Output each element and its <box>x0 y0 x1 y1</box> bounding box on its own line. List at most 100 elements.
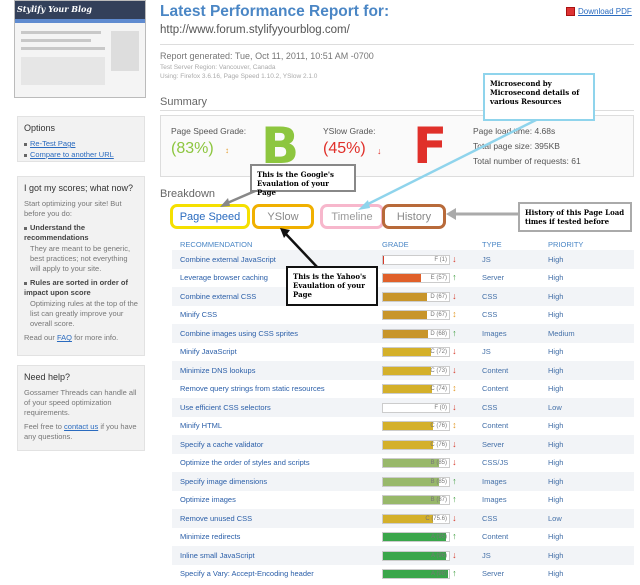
grade-cell: C (73) ↓ <box>374 361 474 380</box>
divider <box>160 110 634 111</box>
recommendation-name[interactable]: Leverage browser caching <box>172 269 374 288</box>
recommendation-label[interactable]: Specify image dimensions <box>180 476 268 486</box>
thumbnail-line <box>21 47 105 50</box>
recommendation-label[interactable]: Minimize redirects <box>180 532 241 542</box>
recommendation-label[interactable]: Minify HTML <box>180 421 223 431</box>
breakdown-title: Breakdown <box>160 188 216 200</box>
recommendation-name[interactable]: Combine images using CSS sprites <box>172 324 374 343</box>
recommendation-label[interactable]: Minimize DNS lookups <box>180 365 256 375</box>
recommendation-name[interactable]: Specify a cache validator <box>172 435 374 454</box>
table-row[interactable]: Remove query strings from static resourc… <box>172 380 634 399</box>
arrow-head <box>358 200 370 210</box>
compare-link[interactable]: Compare to another URL <box>30 150 114 159</box>
download-pdf[interactable]: Download PDF <box>566 7 632 17</box>
recommendation-name[interactable]: Remove unused CSS <box>172 509 374 528</box>
trend-up-icon: ↑ <box>452 568 457 579</box>
arrow-head <box>220 198 230 207</box>
grade-cell: F (0) ↓ <box>374 398 474 417</box>
recommendation-name[interactable]: Specify image dimensions <box>172 472 374 491</box>
grade-bar: D (67) <box>382 291 450 302</box>
page-thumbnail[interactable]: Stylify Your Blog <box>14 0 146 98</box>
page-title: Latest Performance Report for: <box>160 3 390 20</box>
recommendation-label[interactable]: Combine images using CSS sprites <box>180 328 298 338</box>
table-row[interactable]: Specify a cache validator C (76) ↓ Server H… <box>172 435 634 454</box>
table-row[interactable]: Minify CSS D (67) ↕ CSS High <box>172 306 634 325</box>
table-row[interactable]: Inline small JavaScript A (96) ↓ JS High <box>172 546 634 565</box>
grade-label: A (98) <box>430 571 447 578</box>
recommendation-name[interactable]: Minimize redirects <box>172 528 374 547</box>
recommendation-label[interactable]: Minify JavaScript <box>180 347 237 357</box>
retest-link[interactable]: Re-Test Page <box>30 139 76 148</box>
table-row[interactable]: Combine images using CSS sprites D (68) ↑… <box>172 324 634 343</box>
priority-cell: High <box>548 532 564 542</box>
recommendation-name[interactable]: Minify JavaScript <box>172 343 374 362</box>
trend-same-icon: ↕ <box>452 309 457 320</box>
recommendation-label[interactable]: Combine external JavaScript <box>180 254 276 264</box>
recommendation-name[interactable]: Remove query strings from static resourc… <box>172 380 374 399</box>
grade-bar: B (85) <box>382 458 450 469</box>
table-row[interactable]: Minimize redirects A (95) ↑ Content High <box>172 528 634 547</box>
yslow-trend-icon: ↓ <box>377 146 382 156</box>
trend-up-icon: ↑ <box>452 272 457 283</box>
recommendation-label[interactable]: Remove query strings from static resourc… <box>180 384 325 394</box>
tab-pagespeed[interactable]: Page Speed <box>170 204 250 229</box>
scores-title: I got my scores; what now? <box>24 183 134 193</box>
bullet-icon <box>24 281 27 285</box>
trend-down-icon: ↓ <box>452 549 457 560</box>
grade-label: D (67) <box>430 312 447 319</box>
faq-link[interactable]: FAQ <box>56 333 72 342</box>
priority-cell: High <box>540 250 634 269</box>
table-row[interactable]: Specify a Vary: Accept-Encoding header A … <box>172 565 634 584</box>
grade-bar: B (87) <box>382 495 450 506</box>
grade-label: A (96) <box>430 552 447 559</box>
recommendation-label[interactable]: Leverage browser caching <box>180 273 268 283</box>
recommendation-name[interactable]: Specify a Vary: Accept-Encoding header <box>172 565 374 584</box>
help-text3: if you have any questions. <box>24 422 137 441</box>
download-pdf-link[interactable]: Download PDF <box>578 7 632 16</box>
grade-label: B (85) <box>430 460 447 467</box>
table-row[interactable]: Minimize DNS lookups C (73) ↓ Content High <box>172 361 634 380</box>
recommendation-label[interactable]: Optimize images <box>180 495 236 505</box>
contact-link[interactable]: contact us <box>64 422 99 431</box>
recommendation-label[interactable]: Combine external CSS <box>180 291 257 301</box>
table-row[interactable]: Combine external CSS D (67) ↓ CSS High <box>172 287 634 306</box>
recommendation-name[interactable]: Combine external JavaScript <box>172 250 374 269</box>
table-row[interactable]: Optimize images B (87) ↑ Images High <box>172 491 634 510</box>
recommendation-label[interactable]: Minify CSS <box>180 310 218 320</box>
grade-label: C (73) <box>430 367 447 374</box>
priority-cell: Low <box>540 398 634 417</box>
trend-down-icon: ↓ <box>452 364 457 375</box>
tab-yslow[interactable]: YSlow <box>252 204 314 229</box>
recommendation-name[interactable]: Minify HTML <box>172 417 374 436</box>
grade-bar: D (67) <box>382 310 450 321</box>
recommendation-name[interactable]: Optimize the order of styles and scripts <box>172 454 374 473</box>
type-cell: Content <box>482 421 509 431</box>
table-row[interactable]: Leverage browser caching E (57) ↑ Server Hi… <box>172 269 634 288</box>
grade-label: F (1) <box>434 256 447 263</box>
table-row[interactable]: Remove unused CSS C (75.6) ↓ CSS Low <box>172 509 634 528</box>
recommendation-label[interactable]: Specify a cache validator <box>180 439 264 449</box>
recommendation-label[interactable]: Specify a Vary: Accept-Encoding header <box>180 569 314 579</box>
recommendation-name[interactable]: Minify CSS <box>172 306 374 325</box>
recommendation-name[interactable]: Inline small JavaScript <box>172 546 374 565</box>
recommendation-label[interactable]: Optimize the order of styles and scripts <box>180 458 310 468</box>
grade-label: C (75.6) <box>425 515 447 522</box>
tab-history[interactable]: History <box>382 204 446 229</box>
recommendation-name[interactable]: Optimize images <box>172 491 374 510</box>
table-row[interactable]: Optimize the order of styles and scripts… <box>172 454 634 473</box>
recommendation-label[interactable]: Remove unused CSS <box>180 513 253 523</box>
table-row[interactable]: Minify HTML C (76) ↕ Content High <box>172 417 634 436</box>
grade-fill <box>383 348 431 357</box>
table-row[interactable]: Use efficient CSS selectors F (0) ↓ CSS Low <box>172 398 634 417</box>
grade-cell: B (87) ↑ <box>374 491 474 510</box>
table-row[interactable]: Minify JavaScript C (72) ↓ JS High <box>172 343 634 362</box>
table-row[interactable]: Combine external JavaScript F (1) ↓ JS High <box>172 250 634 269</box>
recommendation-name[interactable]: Use efficient CSS selectors <box>172 398 374 417</box>
grade-cell: D (68) ↑ <box>374 324 474 343</box>
recommendation-label[interactable]: Inline small JavaScript <box>180 550 255 560</box>
table-row[interactable]: Specify image dimensions B (85) ↑ Images Hi… <box>172 472 634 491</box>
grade-label: D (67) <box>430 293 447 300</box>
recommendation-name[interactable]: Minimize DNS lookups <box>172 361 374 380</box>
recommendation-label[interactable]: Use efficient CSS selectors <box>180 402 271 412</box>
grade-fill <box>383 422 434 431</box>
